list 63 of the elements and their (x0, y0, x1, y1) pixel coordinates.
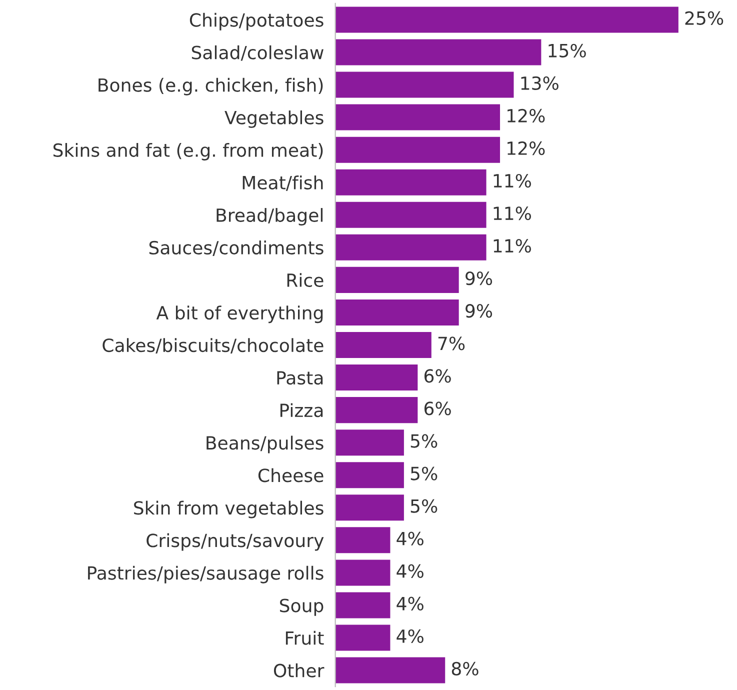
y-tick-label: Salad/coleslaw (192, 45, 324, 61)
data-label: 13% (521, 76, 558, 90)
data-label: 4% (396, 629, 424, 643)
bar (335, 494, 404, 521)
bar (335, 6, 678, 33)
data-label: 25% (685, 11, 724, 25)
y-tick-label: Rice (287, 273, 324, 288)
bar (335, 72, 514, 98)
bar (335, 364, 418, 391)
data-label: 6% (424, 369, 451, 383)
data-label: 8% (452, 662, 478, 676)
bar (335, 104, 500, 130)
y-tick-label: Crisps/nuts/savoury (146, 533, 324, 551)
bar (335, 202, 486, 228)
bar (335, 527, 390, 554)
y-tick-label: Beans/pulses (206, 436, 324, 454)
y-tick-label: Bread/bagel (216, 208, 323, 226)
data-label: 12% (508, 108, 545, 123)
data-label: 4% (396, 596, 424, 610)
y-tick-label: Cheese (258, 468, 324, 482)
bar (335, 397, 418, 424)
data-label: 6% (424, 402, 451, 416)
data-label: 4% (396, 532, 424, 546)
bar (335, 592, 390, 618)
y-tick-label: Vegetables (224, 110, 324, 128)
y-tick-label: Sauces/condiments (149, 240, 324, 256)
y-tick-label: Soup (280, 598, 324, 616)
bar (335, 332, 432, 358)
bar (335, 234, 486, 260)
bar (335, 39, 542, 66)
data-label: 12% (508, 141, 545, 156)
bar (335, 462, 404, 488)
data-label: 15% (548, 44, 586, 58)
bar (335, 169, 486, 196)
data-label: 11% (494, 238, 531, 253)
data-label: 9% (466, 272, 492, 286)
bar (335, 657, 446, 684)
data-label: 5% (410, 466, 438, 480)
data-label: 11% (494, 174, 531, 188)
y-tick-label: Pasta (277, 371, 323, 385)
data-label: 7% (438, 336, 465, 350)
data-label: 5% (410, 499, 438, 513)
y-tick-label: A bit of everything (156, 306, 323, 324)
bar (335, 624, 390, 651)
y-tick-label: Meat/fish (242, 175, 323, 191)
bar (335, 430, 404, 456)
y-tick-label: Skins and fat (e.g. from meat) (53, 142, 323, 160)
y-tick-label: Chips/potatoes (190, 12, 324, 30)
bar (335, 560, 390, 586)
y-tick-label: Pizza (280, 403, 323, 418)
y-tick-label: Cakes/biscuits/chocolate (102, 338, 324, 354)
y-tick-label: Pastries/pies/sausage rolls (88, 566, 324, 584)
y-tick-label: Fruit (286, 630, 324, 645)
bar (335, 299, 459, 326)
bar (335, 266, 459, 293)
data-label: 11% (494, 206, 531, 220)
bar (335, 136, 500, 163)
data-label: 9% (466, 304, 492, 318)
y-tick-label: Skin from vegetables (134, 500, 324, 518)
y-tick-label: Bones (e.g. chicken, fish) (98, 78, 323, 96)
data-label: 5% (410, 434, 438, 448)
data-label: 4% (396, 564, 424, 578)
y-tick-label: Other (274, 663, 324, 678)
